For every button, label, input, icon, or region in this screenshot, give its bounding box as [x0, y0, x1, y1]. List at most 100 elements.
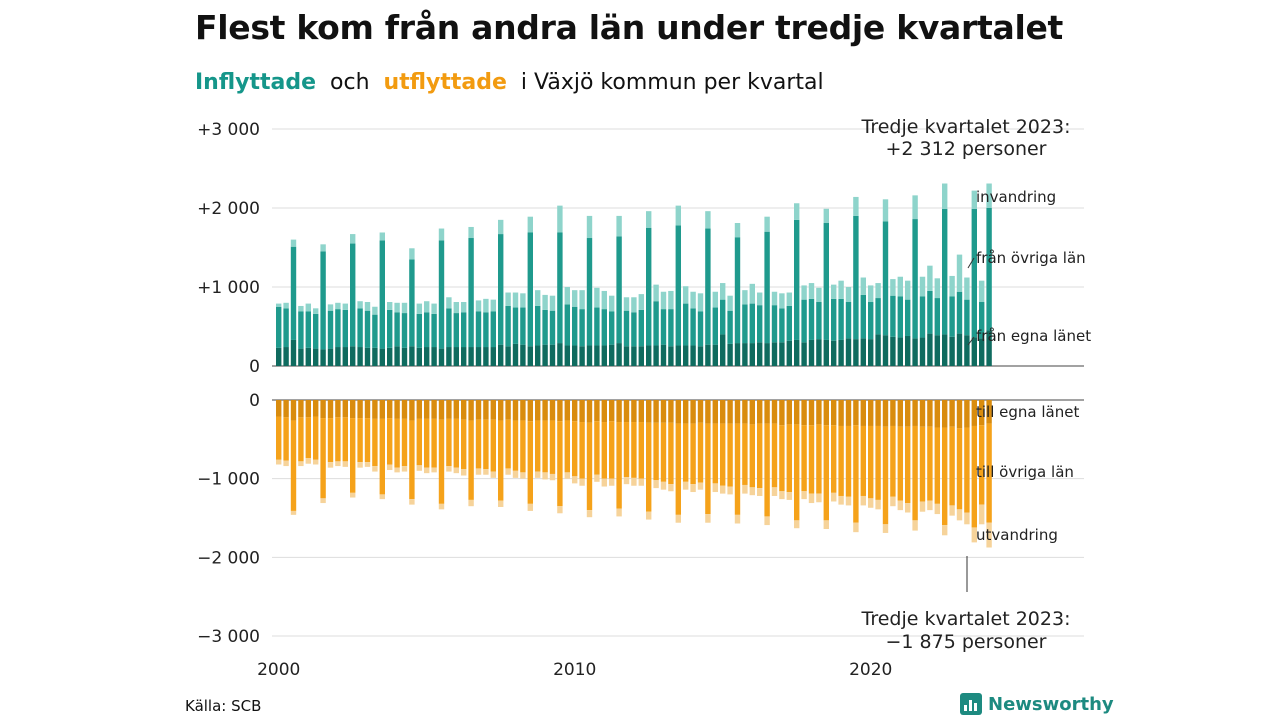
bar-in-0 — [409, 346, 415, 366]
bar-in-2 — [757, 292, 763, 306]
bar-out-2 — [305, 458, 311, 464]
bar-in-2 — [690, 291, 696, 309]
bar-in-1 — [949, 296, 955, 337]
bar-out-2 — [616, 508, 622, 517]
bar-in-1 — [320, 251, 326, 350]
label-utvandring: utvandring — [976, 526, 1058, 544]
bar-in-2 — [557, 205, 563, 233]
bar-out-2 — [601, 478, 607, 487]
bar-in-2 — [905, 280, 911, 300]
bar-in-0 — [542, 344, 548, 366]
bar-in-0 — [623, 346, 630, 366]
bar-in-2 — [631, 297, 637, 313]
bar-out-1 — [638, 422, 644, 479]
bar-out-0 — [853, 400, 859, 426]
bar-out-2 — [446, 466, 452, 472]
bar-out-2 — [350, 492, 356, 498]
bar-out-0 — [623, 400, 630, 423]
bar-in-1 — [808, 298, 815, 340]
bar-out-0 — [697, 400, 704, 423]
bar-out-1 — [357, 418, 363, 463]
bar-in-1 — [505, 305, 511, 347]
bar-out-1 — [742, 423, 748, 485]
bar-in-1 — [475, 311, 482, 348]
bar-in-0 — [653, 345, 659, 366]
bar-out-0 — [905, 400, 911, 427]
bar-in-1 — [527, 232, 533, 347]
bar-out-1 — [808, 425, 815, 494]
bar-out-0 — [801, 400, 807, 426]
bar-out-0 — [831, 400, 837, 426]
newsworthy-logo: Newsworthy — [960, 693, 1114, 715]
bar-out-2 — [505, 468, 511, 475]
bar-in-2 — [535, 290, 541, 306]
bar-out-0 — [956, 400, 963, 429]
bar-out-1 — [845, 425, 852, 497]
bar-in-1 — [424, 312, 430, 348]
bar-out-2 — [520, 472, 526, 479]
bar-out-2 — [912, 520, 918, 531]
bar-in-1 — [401, 313, 408, 348]
bar-out-1 — [623, 422, 630, 478]
bar-out-2 — [372, 466, 378, 472]
bar-in-1 — [431, 313, 437, 348]
bar-in-0 — [808, 339, 815, 366]
bar-in-1 — [712, 307, 718, 345]
bar-in-1 — [757, 305, 763, 343]
bar-out-0 — [549, 400, 556, 421]
bar-in-0 — [468, 347, 474, 366]
bar-in-0 — [564, 345, 570, 366]
bar-in-2 — [564, 287, 570, 305]
bar-in-1 — [971, 208, 977, 338]
bar-in-1 — [409, 259, 415, 347]
bar-out-0 — [683, 400, 689, 424]
bar-out-1 — [727, 423, 733, 487]
bar-in-2 — [949, 275, 955, 297]
bar-in-2 — [705, 211, 711, 229]
bar-out-2 — [831, 492, 837, 502]
bar-in-2 — [483, 298, 489, 313]
bar-out-2 — [853, 522, 859, 533]
y-tick-label: 0 — [249, 357, 260, 377]
bar-out-0 — [379, 400, 385, 419]
bar-in-1 — [853, 215, 859, 340]
bar-in-2 — [542, 294, 548, 310]
bar-out-1 — [927, 426, 933, 501]
bar-in-1 — [653, 301, 659, 346]
bar-out-1 — [468, 420, 474, 500]
bar-out-1 — [394, 418, 400, 468]
bar-out-2 — [364, 462, 371, 467]
bar-out-1 — [690, 423, 696, 485]
bar-in-1 — [786, 305, 792, 341]
bar-out-0 — [527, 400, 533, 422]
bar-in-0 — [845, 338, 852, 366]
bar-in-2 — [372, 306, 378, 315]
bar-out-0 — [749, 400, 755, 425]
bar-in-1 — [868, 302, 874, 340]
bar-in-0 — [794, 339, 800, 366]
bar-in-0 — [675, 345, 681, 366]
bar-in-0 — [712, 344, 718, 366]
bar-out-2 — [808, 493, 815, 504]
bar-out-1 — [572, 421, 578, 477]
bar-out-2 — [771, 487, 778, 496]
bar-in-0 — [535, 345, 541, 366]
bar-in-1 — [979, 302, 985, 339]
bar-out-0 — [446, 400, 452, 419]
bar-out-2 — [927, 500, 933, 511]
y-tick-label: +2 000 — [197, 199, 260, 219]
bar-out-0 — [808, 400, 815, 426]
bar-out-2 — [387, 464, 393, 471]
bar-out-1 — [549, 420, 556, 474]
bar-out-0 — [720, 400, 726, 424]
bar-in-1 — [927, 290, 933, 334]
bar-in-0 — [668, 346, 674, 366]
bar-out-2 — [786, 492, 792, 500]
bar-out-0 — [779, 400, 785, 426]
bar-in-1 — [387, 309, 393, 348]
bar-in-0 — [979, 338, 985, 366]
bar-out-0 — [668, 400, 674, 423]
bar-in-1 — [498, 234, 504, 345]
bar-in-1 — [794, 219, 800, 340]
bar-out-1 — [327, 418, 334, 463]
